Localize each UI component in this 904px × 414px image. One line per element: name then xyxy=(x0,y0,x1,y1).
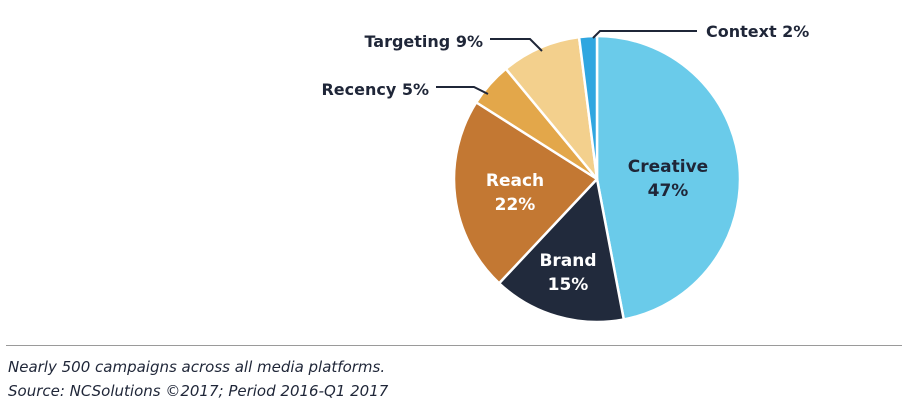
slice-reach xyxy=(452,101,599,285)
slice-label-recency: Recency 5% xyxy=(321,80,429,99)
slice-name-recency: Recency xyxy=(321,80,396,99)
slice-value-reach: 22% xyxy=(495,195,536,215)
slice-name-targeting: Targeting xyxy=(364,32,450,51)
slice-creative xyxy=(595,34,742,321)
slice-brand xyxy=(497,177,626,324)
footnote-divider xyxy=(6,345,902,346)
slice-label-creative: Creative xyxy=(628,157,708,177)
slice-context xyxy=(577,34,599,181)
slice-label-targeting: Targeting 9% xyxy=(364,32,483,51)
footnote-campaigns: Nearly 500 campaigns across all media pl… xyxy=(8,358,386,376)
slice-value-creative: 47% xyxy=(648,181,689,201)
leader-line-recency xyxy=(436,86,489,95)
slice-label-context: Context 2% xyxy=(706,22,809,41)
leader-line-context xyxy=(592,30,697,39)
leader-line-targeting xyxy=(490,38,543,52)
footnote-source: Source: NCSolutions ©2017; Period 2016-Q… xyxy=(8,382,389,400)
slice-value-recency: 5% xyxy=(396,80,429,99)
slice-value-context: 2% xyxy=(777,22,810,41)
slice-value-brand: 15% xyxy=(548,275,589,295)
slice-label-brand: Brand xyxy=(539,251,596,271)
slice-value-targeting: 9% xyxy=(450,32,483,51)
slice-name-context: Context xyxy=(706,22,777,41)
pie-chart: Creative 47% Brand 15% Reach 22% Recency 5% Tar… xyxy=(321,22,809,324)
slice-label-reach: Reach xyxy=(486,171,544,191)
